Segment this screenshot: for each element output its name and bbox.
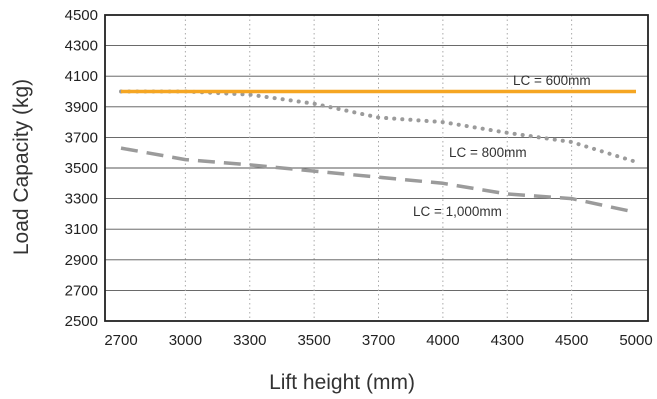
y-tick-label: 3900	[65, 99, 98, 116]
x-tick-label: 3300	[233, 332, 266, 349]
x-tick-label: 4500	[555, 332, 588, 349]
series-label: LC = 600mm	[513, 73, 591, 88]
plot-frame	[104, 14, 649, 322]
x-tick-label: 2700	[104, 332, 137, 349]
series-layer	[119, 89, 638, 215]
y-tick-label: 4300	[65, 38, 98, 55]
x-tick-label: 4300	[491, 332, 524, 349]
series-line-dashed	[120, 146, 637, 215]
y-axis-label: Load Capacity (kg)	[10, 79, 33, 255]
x-gridlines	[184, 15, 573, 321]
y-tick-label: 4500	[65, 7, 98, 24]
x-tick-label: 3700	[362, 332, 395, 349]
y-tick-label: 3500	[65, 160, 98, 177]
series-label: LC = 1,000mm	[413, 204, 502, 219]
y-tick-label: 2900	[65, 252, 98, 269]
series-label: LC = 800mm	[449, 145, 527, 160]
x-tick-label: 4000	[426, 332, 459, 349]
x-tick-labels: 2700 3000 3300 3500 3700 4000 4300 4500 5000	[104, 332, 652, 349]
x-tick-label: 3000	[169, 332, 202, 349]
y-tick-label: 3300	[65, 191, 98, 208]
y-tick-label: 3700	[65, 129, 98, 146]
y-tick-label: 4100	[65, 68, 98, 85]
y-tick-label: 2700	[65, 282, 98, 299]
x-tick-label: 5000	[619, 332, 652, 349]
y-tick-label: 3100	[65, 221, 98, 238]
y-gridlines	[105, 45, 648, 291]
y-tick-label: 2500	[65, 313, 98, 330]
x-tick-label: 3500	[297, 332, 330, 349]
x-axis-label: Lift height (mm)	[269, 371, 415, 394]
y-tick-labels: 2500 2700 2900 3100 3300 3500 3700 3900 4100 4300…	[65, 7, 98, 330]
series-labels: LC = 600mm LC = 800mm LC = 1,000mm	[413, 73, 591, 219]
series-line-dotted	[119, 89, 638, 164]
